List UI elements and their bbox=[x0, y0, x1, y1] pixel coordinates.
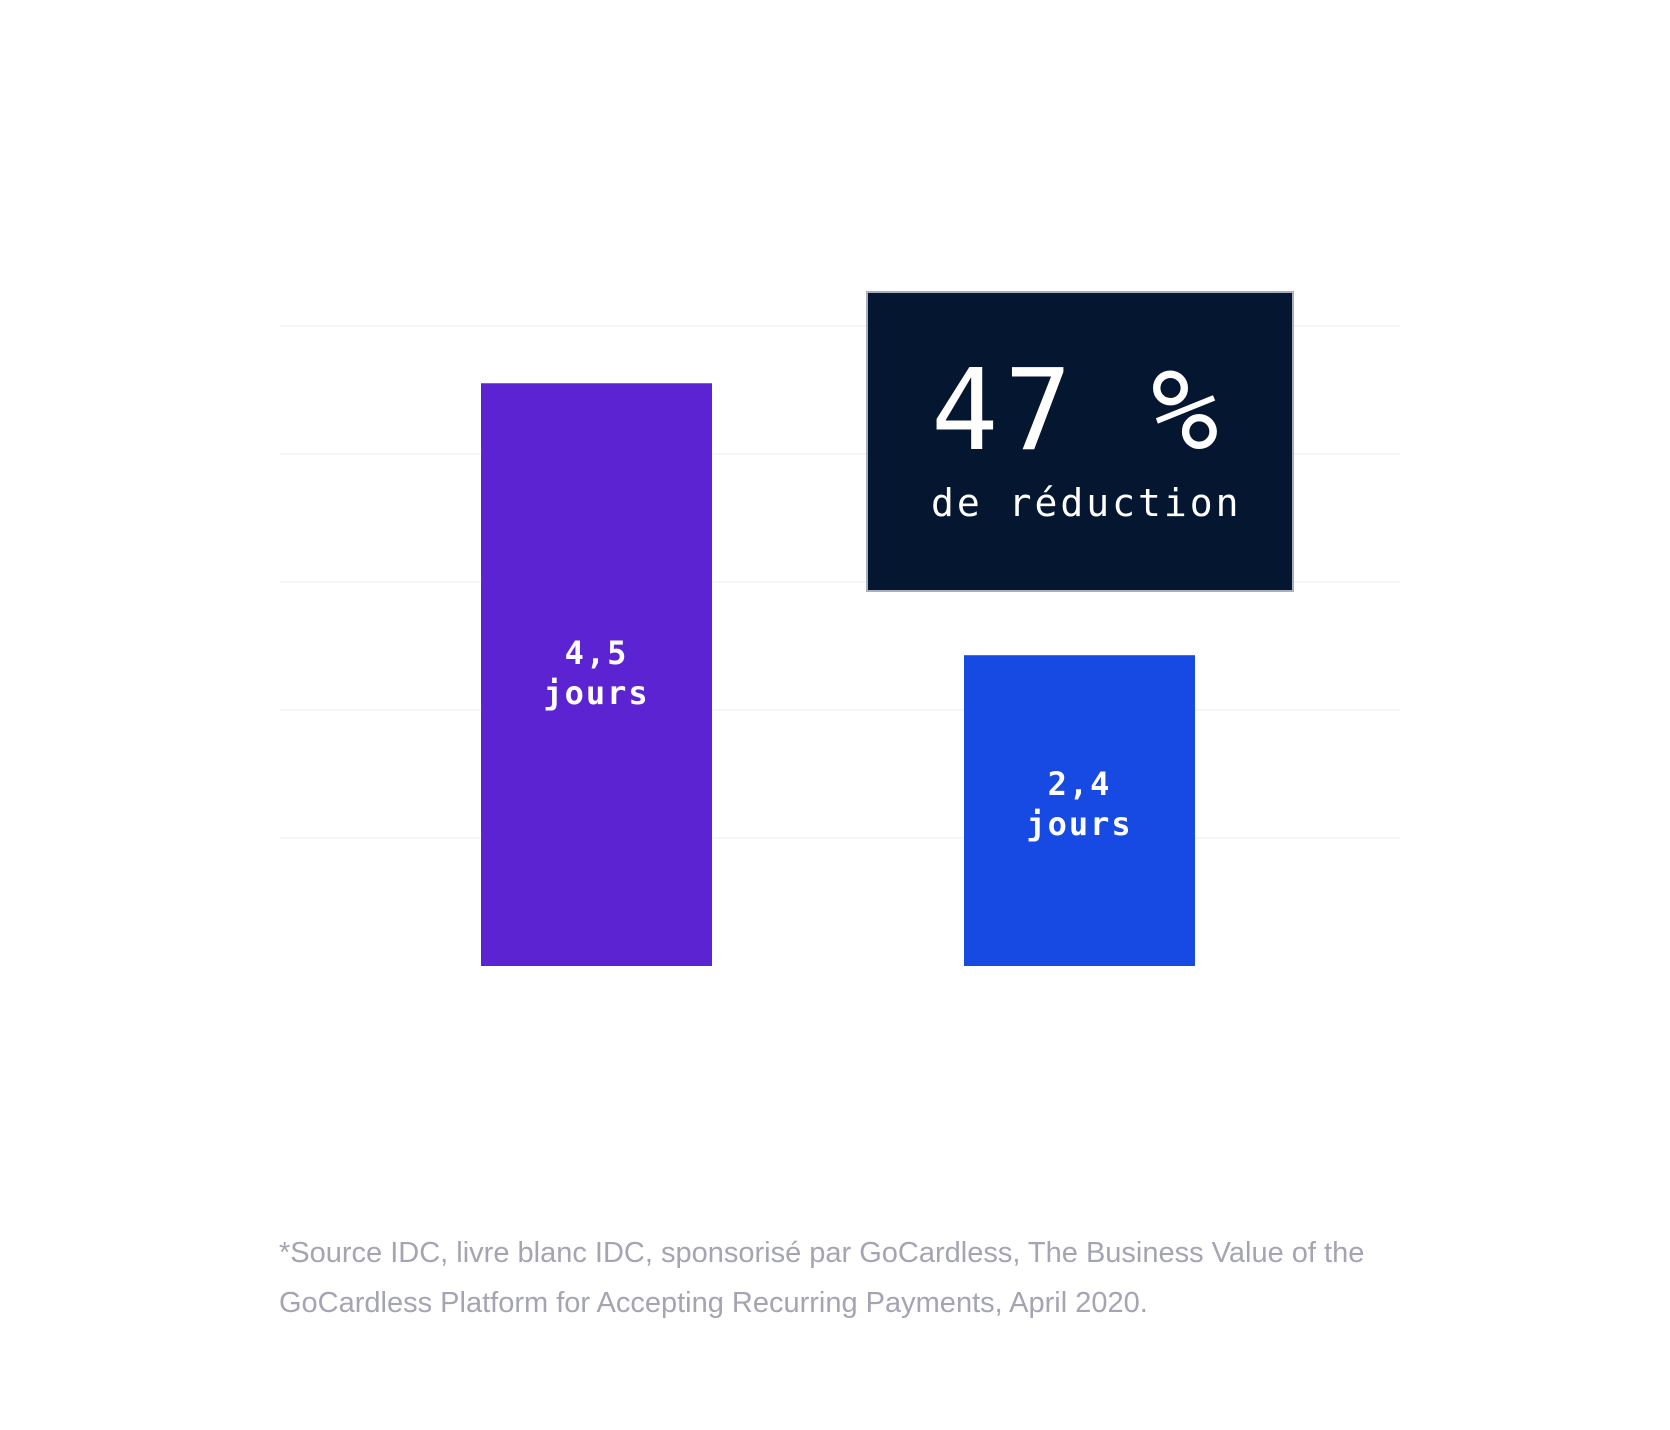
bar-1 bbox=[481, 383, 712, 966]
bar-2-value-label: 2,4 bbox=[1048, 765, 1112, 803]
callout-box bbox=[866, 291, 1294, 592]
bar-1-value-label: 4,5 bbox=[565, 634, 629, 672]
bar-2-unit-label: jours bbox=[1026, 805, 1132, 843]
callout-value: 47 % bbox=[931, 346, 1225, 476]
bar-2 bbox=[964, 655, 1195, 966]
callout-text: de réduction bbox=[931, 481, 1242, 525]
bar-1-unit-label: jours bbox=[543, 674, 649, 712]
reduction-callout: 47 % de réduction bbox=[866, 291, 1294, 592]
source-footnote: *Source IDC, livre blanc IDC, sponsorisé… bbox=[279, 1237, 1365, 1319]
